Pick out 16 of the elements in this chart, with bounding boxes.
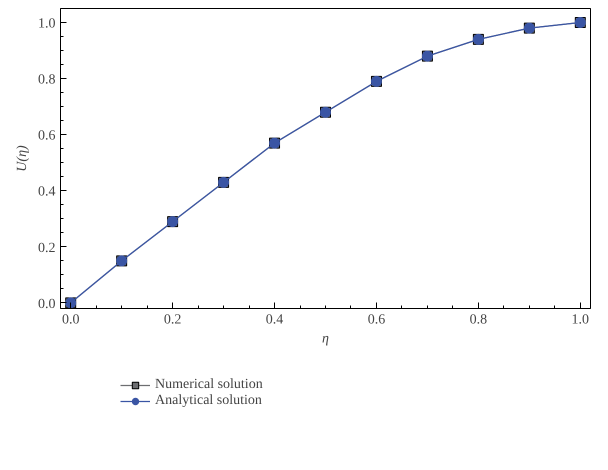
legend-label: Analytical solution <box>155 393 262 409</box>
x-tick-label: 0.8 <box>470 312 488 328</box>
y-tick-label: 0.0 <box>38 296 56 312</box>
x-tick-label: 0.2 <box>164 312 182 328</box>
x-tick-label: 0.6 <box>368 312 386 328</box>
y-tick-label: 0.2 <box>38 240 56 256</box>
x-tick-label: 0.0 <box>62 312 80 328</box>
y-tick-label: 0.6 <box>38 128 56 144</box>
y-axis-title: U(η) <box>15 144 30 172</box>
x-axis-title: η <box>322 332 330 346</box>
legend-label: Numerical solution <box>155 377 263 393</box>
y-tick-label: 0.4 <box>38 184 56 200</box>
y-tick-label: 0.8 <box>38 72 56 88</box>
x-tick-label: 0.4 <box>266 312 284 328</box>
y-tick-label: 1.0 <box>38 16 56 32</box>
x-tick-label: 1.0 <box>572 312 590 328</box>
